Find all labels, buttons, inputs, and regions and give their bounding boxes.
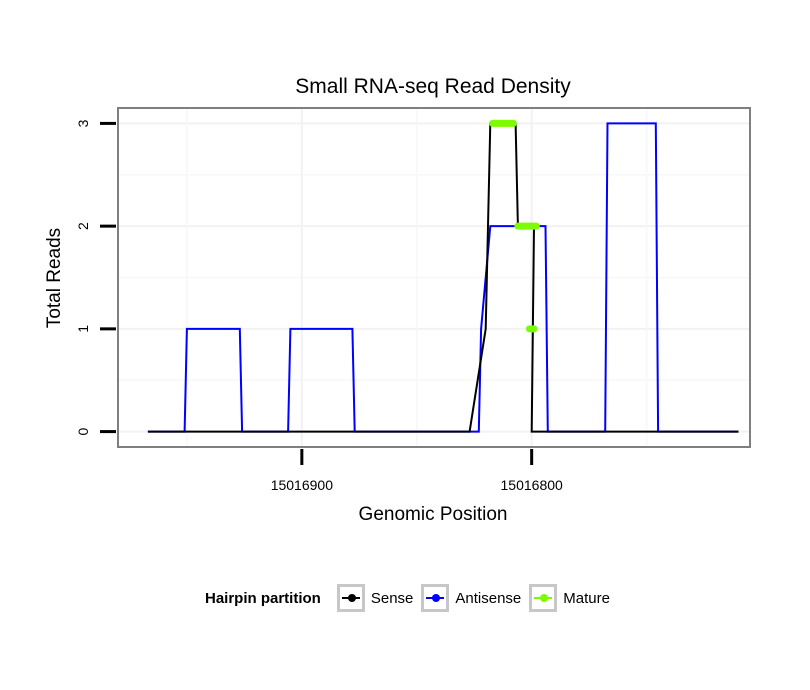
axes: 0 1 2 3 15016900 15016800 <box>75 119 563 493</box>
plot-area <box>147 119 739 433</box>
legend-key-sense <box>336 584 365 612</box>
y-tick-label: 3 <box>75 119 91 127</box>
y-axis-label: Total Reads <box>44 228 65 328</box>
plot-border <box>117 107 751 448</box>
legend-key-antisense <box>421 584 450 612</box>
x-tick-label: 15016800 <box>501 477 564 493</box>
legend: Hairpin partition Sense Antisense Mature <box>205 582 618 614</box>
series-line-antisense <box>147 122 739 433</box>
x-axis-label: Genomic Position <box>359 504 508 525</box>
y-tick-label: 0 <box>75 427 91 435</box>
legend-title: Hairpin partition <box>205 589 321 607</box>
legend-item-antisense: Antisense <box>421 584 521 612</box>
y-tick-label: 2 <box>75 222 91 230</box>
y-tick-label: 1 <box>75 325 91 333</box>
legend-item-mature: Mature <box>529 584 610 612</box>
legend-item-sense: Sense <box>336 584 414 612</box>
legend-label-mature: Mature <box>563 589 610 607</box>
legend-label-sense: Sense <box>370 589 414 607</box>
x-tick-label: 15016900 <box>271 477 334 493</box>
legend-label-antisense: Antisense <box>455 589 522 607</box>
chart-title: Small RNA-seq Read Density <box>295 75 571 98</box>
legend-key-mature <box>529 584 558 612</box>
